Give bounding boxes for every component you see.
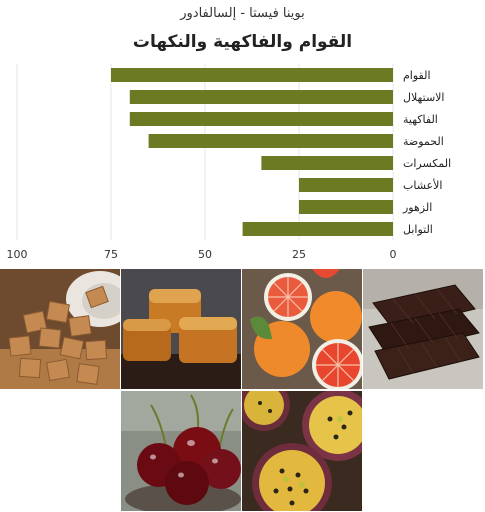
bar-5: [299, 178, 393, 192]
category-label-7: التوابل: [403, 223, 433, 236]
x-tick-label-0: 100: [7, 248, 28, 261]
chart-title: القوام والفاكهية والنكهات: [132, 32, 353, 52]
bar-chart: القوام الاستهلال الفاكهية الحموضة المكسرات ال…: [7, 64, 451, 261]
x-tick-label-4: 0: [390, 248, 397, 261]
category-label-0: القوام: [403, 69, 431, 82]
bar-4: [261, 156, 393, 170]
category-label-3: الحموضة: [403, 135, 444, 148]
grapefruit-photo: [242, 269, 362, 389]
sugar-cubes-photo: [0, 269, 120, 389]
category-label-6: الزهور: [402, 201, 432, 214]
dark-chocolate-photo: [363, 269, 483, 389]
category-label-2: الفاكهية: [403, 113, 438, 126]
bar-0: [111, 68, 393, 82]
caramel-photo: [121, 269, 241, 389]
cherries-photo: [121, 391, 241, 511]
category-label-1: الاستهلال: [403, 91, 445, 104]
passion-fruit-photo: [242, 391, 362, 511]
bar-2: [129, 112, 394, 126]
x-tick-label-2: 50: [198, 248, 212, 261]
flavor-image-gallery: [0, 269, 485, 512]
x-tick-label-3: 25: [292, 248, 306, 261]
chart-subtitle: بوينا فيستا - إلسالفادور: [180, 6, 305, 21]
category-label-4: المكسرات: [403, 157, 451, 170]
bar-7: [242, 222, 393, 236]
bar-3: [148, 134, 393, 148]
bar-1: [129, 90, 394, 104]
category-label-5: الأعشاب: [403, 178, 442, 192]
x-tick-label-1: 75: [104, 248, 118, 261]
bar-6: [299, 200, 393, 214]
